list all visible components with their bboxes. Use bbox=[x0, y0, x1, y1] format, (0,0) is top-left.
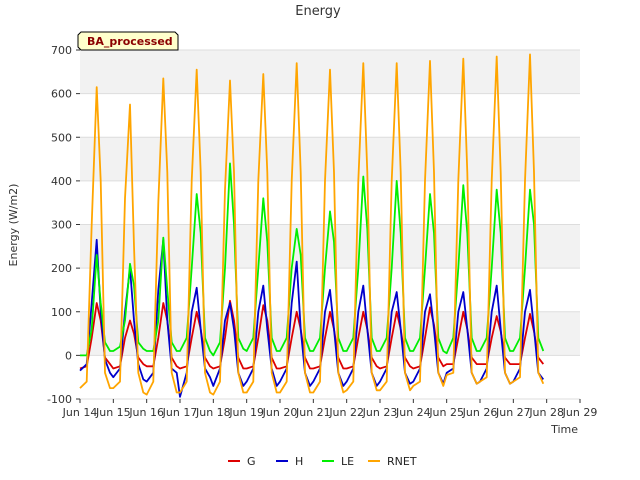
series-line-h bbox=[79, 238, 545, 398]
x-tick-label: Jun 17 bbox=[162, 406, 198, 419]
y-tick-label: 200 bbox=[51, 262, 72, 275]
x-tick-label: Jun 16 bbox=[128, 406, 164, 419]
y-tick-label: 700 bbox=[51, 44, 72, 57]
x-tick-label: Jun 14 bbox=[62, 406, 98, 419]
x-axis-title: Time bbox=[550, 423, 578, 436]
processing-badge: BA_processed bbox=[77, 31, 179, 51]
x-tick-label: Jun 22 bbox=[328, 406, 364, 419]
x-tick-label: Jun 26 bbox=[462, 406, 498, 419]
x-tick-label: Jun 27 bbox=[495, 406, 531, 419]
x-tick-label: Jun 28 bbox=[528, 406, 564, 419]
x-tick-label: Jun 19 bbox=[228, 406, 264, 419]
x-tick-label: Jun 23 bbox=[362, 406, 398, 419]
badge-box bbox=[77, 31, 179, 51]
y-tick-label: 0 bbox=[65, 349, 72, 362]
x-tick-label: Jun 29 bbox=[562, 406, 598, 419]
y-tick-label: 300 bbox=[51, 219, 72, 232]
y-tick-label: 400 bbox=[51, 175, 72, 188]
x-tick-label: Jun 21 bbox=[295, 406, 331, 419]
plot-band bbox=[80, 224, 580, 269]
plot-band bbox=[80, 355, 580, 399]
x-tick-label: Jun 24 bbox=[395, 406, 431, 419]
y-tick-label: 500 bbox=[51, 131, 72, 144]
y-axis-ticks: -100 0 100 200 300 400 500 600 700 bbox=[47, 44, 80, 406]
x-tick-label: Jun 18 bbox=[195, 406, 231, 419]
legend: G H LE RNET bbox=[228, 455, 417, 468]
x-tick-label: Jun 25 bbox=[428, 406, 464, 419]
chart-title: Energy bbox=[295, 4, 341, 19]
y-axis-title: Energy (W/m2) bbox=[7, 184, 20, 267]
x-tick-label: Jun 20 bbox=[262, 406, 298, 419]
y-tick-label: 100 bbox=[51, 306, 72, 319]
legend-label-h: H bbox=[295, 455, 303, 468]
x-tick-label: Jun 15 bbox=[95, 406, 131, 419]
legend-label-rnet: RNET bbox=[387, 455, 417, 468]
y-tick-label: -100 bbox=[47, 393, 72, 406]
series-lines bbox=[79, 53, 545, 398]
plot-band bbox=[80, 93, 580, 138]
y-tick-label: 600 bbox=[51, 88, 72, 101]
plot-band bbox=[80, 137, 580, 181]
legend-label-g: G bbox=[247, 455, 256, 468]
legend-label-le: LE bbox=[341, 455, 354, 468]
series-line-rnet bbox=[79, 53, 545, 396]
badge-label: BA_processed bbox=[87, 35, 173, 48]
series-line-le bbox=[80, 162, 545, 357]
